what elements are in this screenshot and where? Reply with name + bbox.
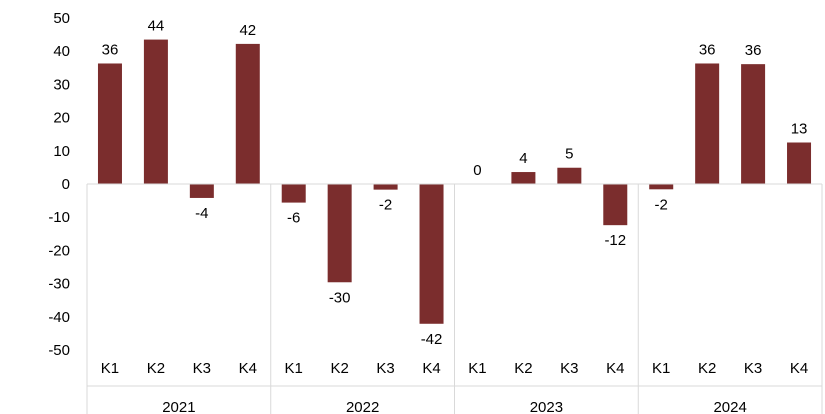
- bar: [373, 184, 398, 190]
- group-label: 2024: [713, 399, 746, 414]
- y-tick-label: 20: [53, 110, 70, 127]
- y-tick-label: -20: [48, 242, 70, 259]
- y-axis: 50 40 30 20 10 0 -10 -20 -30 -40 -50: [48, 10, 88, 414]
- bar: [511, 172, 536, 184]
- x-tick-label: K3: [560, 360, 578, 377]
- x-tick-label: K1: [101, 360, 119, 377]
- data-label: 4: [519, 150, 527, 167]
- x-tick-label: K2: [330, 360, 348, 377]
- x-tick-label: K2: [514, 360, 532, 377]
- x-tick-label: K4: [422, 360, 440, 377]
- bar: [649, 184, 674, 190]
- x-tick-label: K1: [652, 360, 670, 377]
- group-label: 2022: [346, 399, 379, 414]
- bar: [189, 184, 214, 198]
- data-label: -2: [655, 196, 668, 213]
- bar: [327, 184, 352, 283]
- y-tick-label: -10: [48, 209, 70, 226]
- data-label: -30: [329, 289, 351, 306]
- y-tick-label: -30: [48, 276, 70, 293]
- data-label: -42: [421, 331, 443, 348]
- y-tick-label: -40: [48, 309, 70, 326]
- x-tick-label: K3: [744, 360, 762, 377]
- data-labels: 36 44 -4 42 -6 -30 -2 -42 0 4 5 -12 -2 36 36 13: [102, 18, 808, 348]
- y-tick-label: 40: [53, 43, 70, 60]
- y-tick-label: 30: [53, 76, 70, 93]
- group-label: 2021: [162, 399, 195, 414]
- data-label: 13: [791, 121, 808, 138]
- bar: [695, 63, 720, 184]
- data-label: 42: [239, 22, 256, 39]
- data-label: 5: [565, 146, 573, 163]
- y-tick-label: 0: [62, 176, 70, 193]
- x-tick-label: K3: [193, 360, 211, 377]
- bar: [97, 63, 122, 184]
- data-label: 44: [148, 18, 165, 35]
- bar: [787, 142, 812, 184]
- x-tick-label: K4: [239, 360, 257, 377]
- x-axis: K1 K2 K3 K4 2021 K1 K2 K3 K4 2022 K1 K2 K3 K4 2023 K1 K2…: [87, 183, 823, 414]
- data-label: 36: [745, 42, 762, 59]
- data-label: -2: [379, 197, 392, 214]
- bar: [281, 184, 306, 203]
- bar: [557, 167, 582, 184]
- bars: [97, 39, 812, 324]
- x-tick-label: K2: [147, 360, 165, 377]
- y-tick-label: 50: [53, 10, 70, 27]
- bar: [419, 184, 444, 324]
- x-tick-label: K1: [468, 360, 486, 377]
- bar: [603, 184, 628, 226]
- x-tick-label: K4: [606, 360, 624, 377]
- bar: [235, 43, 260, 185]
- y-tick-label: -50: [48, 342, 70, 359]
- data-label: -6: [287, 210, 300, 227]
- y-tick-label: 10: [53, 143, 70, 160]
- data-label: 36: [102, 41, 119, 58]
- group-label: 2023: [530, 399, 563, 414]
- x-tick-label: K1: [285, 360, 303, 377]
- x-tick-label: K4: [790, 360, 808, 377]
- x-tick-label: K3: [376, 360, 394, 377]
- data-label: -4: [195, 205, 208, 222]
- data-label: -12: [604, 232, 626, 249]
- data-label: 0: [473, 162, 481, 179]
- data-label: 36: [699, 41, 716, 58]
- bar: [741, 64, 766, 184]
- bar: [143, 39, 168, 184]
- x-tick-label: K2: [698, 360, 716, 377]
